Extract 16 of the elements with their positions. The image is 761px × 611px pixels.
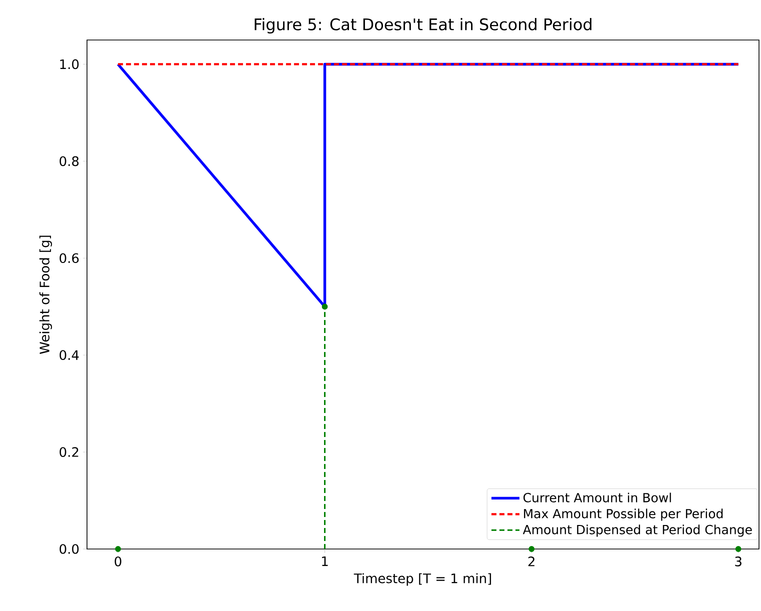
x-tick-label: 2 (528, 556, 534, 566)
y-axis-title: Weight of Food [g] (39, 236, 52, 354)
y-tick-label: 0.4 (60, 350, 79, 360)
chart-title: Figure 5: Cat Doesn't Eat in Second Period (254, 18, 592, 34)
y-tick-label: 1.0 (60, 59, 79, 70)
y-tick-label: 0.8 (60, 156, 79, 166)
legend-label: Amount Dispensed at Period Change (522, 524, 752, 537)
legend-label: Max Amount Possible per Period (524, 508, 723, 521)
legend-label: Current Amount in Bowl (523, 492, 671, 502)
x-tick-label: 1 (322, 556, 328, 566)
x-axis-title: Timestep [T = 1 min] (354, 573, 491, 586)
y-tick-label: 0.2 (60, 447, 78, 457)
x-tick-label: 0 (114, 556, 122, 566)
y-tick-label: 0.0 (60, 544, 79, 554)
y-tick-label: 0.6 (60, 253, 79, 264)
x-tick-label: 3 (735, 556, 742, 566)
